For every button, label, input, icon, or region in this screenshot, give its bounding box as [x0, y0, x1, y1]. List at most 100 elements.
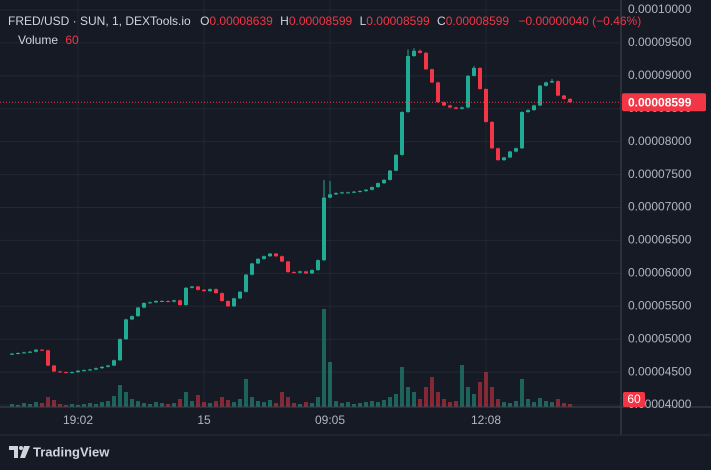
volume-bar — [94, 404, 98, 407]
y-tick-label: 0.00006000 — [628, 266, 692, 280]
candle-body — [166, 301, 170, 303]
y-tick-label: 0.00008000 — [628, 134, 692, 148]
volume-bar — [514, 401, 518, 407]
volume-bar — [274, 403, 278, 407]
volume-bar — [136, 401, 140, 407]
volume-bar — [100, 402, 104, 407]
candle-body — [460, 107, 464, 109]
candle-body — [448, 105, 452, 108]
volume-bar — [568, 404, 572, 407]
candle-body — [478, 67, 482, 90]
candle-body — [274, 253, 278, 257]
volume-bar — [76, 405, 80, 407]
volume-bar — [448, 402, 452, 407]
candle-body — [286, 261, 290, 273]
candle-body — [226, 301, 230, 307]
legend-change: −0.00000040 (−0.46%) — [518, 14, 641, 28]
candle-body — [196, 286, 200, 290]
last-volume-badge — [623, 392, 645, 407]
candle-body — [568, 98, 572, 103]
volume-bar — [550, 402, 554, 407]
candle-body — [244, 274, 248, 292]
y-tick-label: 0.00007000 — [628, 200, 692, 214]
volume-bar — [532, 402, 536, 407]
volume-bar — [130, 399, 134, 407]
candle-body — [310, 270, 314, 274]
candle-body — [52, 365, 56, 372]
candle-body — [424, 52, 428, 70]
y-tick-label: 0.00009000 — [628, 68, 692, 82]
candle-body — [190, 286, 194, 288]
candle-body — [256, 258, 260, 264]
candle-body — [418, 50, 422, 53]
volume-bar — [544, 401, 548, 407]
volume-bar — [22, 403, 26, 407]
x-tick-label: 09:05 — [315, 413, 345, 427]
volume-bar — [322, 309, 326, 407]
legend-row: FRED/USD · SUN, 1, DEXTools.io O0.000086… — [8, 14, 641, 28]
candle-body — [556, 81, 560, 96]
volume-bar — [10, 404, 14, 407]
y-tick-label: 0.00005500 — [628, 298, 692, 312]
candle-body — [94, 368, 98, 370]
candle-body — [22, 352, 26, 354]
candle-body — [214, 289, 218, 294]
volume-bar — [214, 401, 218, 407]
x-tick-label: 12:08 — [471, 413, 501, 427]
volume-bar — [310, 403, 314, 407]
footer: TradingView — [9, 444, 110, 459]
candle-body — [292, 272, 296, 274]
volume-legend-value: 60 — [65, 33, 79, 47]
last-price-badge — [622, 93, 706, 112]
volume-bar — [226, 400, 230, 407]
candle-body — [124, 319, 128, 340]
last-price-label: 0.00008599 — [628, 95, 692, 109]
volume-legend-label: Volume — [18, 33, 58, 47]
candle-body — [484, 89, 488, 122]
legend-c-label: C — [437, 14, 446, 28]
volume-bar — [526, 399, 530, 407]
volume-bar — [340, 403, 344, 407]
candle-body — [130, 316, 134, 320]
brand-logo — [9, 446, 30, 458]
candle-body — [538, 85, 542, 106]
volume-bar — [16, 405, 20, 407]
candle-body — [268, 253, 272, 257]
volume-bar — [376, 402, 380, 407]
candle-body — [316, 260, 320, 271]
candle-body — [496, 148, 500, 161]
volume-bar — [430, 377, 434, 407]
y-tick-label: 0.00004500 — [628, 364, 692, 378]
legend-high: 0.00008599 — [289, 14, 353, 28]
legend-low: 0.00008599 — [366, 14, 430, 28]
candle-body — [394, 154, 398, 171]
volume-bar — [490, 387, 494, 407]
logo-mark — [9, 446, 18, 458]
volume-bar — [466, 387, 470, 407]
y-tick-label: 0.00009500 — [628, 35, 692, 49]
candle-body — [10, 353, 14, 355]
volume-bar — [562, 403, 566, 407]
price-pane — [0, 48, 621, 374]
candle-body — [154, 301, 158, 303]
volume-bar — [244, 379, 248, 407]
candle-body — [490, 121, 494, 149]
candle-body — [238, 291, 242, 299]
candle-body — [454, 107, 458, 109]
candle-body — [250, 263, 254, 275]
legend-o-label: O — [200, 14, 209, 28]
x-tick-label: 19:02 — [63, 413, 93, 427]
candle-body — [100, 366, 104, 369]
candle-body — [64, 372, 68, 374]
volume-bar — [52, 400, 56, 407]
candle-body — [508, 151, 512, 158]
volume-bar — [190, 401, 194, 407]
candle-body — [304, 271, 308, 274]
volume-bar — [316, 397, 320, 407]
volume-bar — [304, 402, 308, 407]
volume-bar — [88, 403, 92, 407]
candle-body — [232, 298, 236, 307]
candle-body — [388, 170, 392, 180]
volume-legend: Volume 60 — [18, 33, 79, 47]
